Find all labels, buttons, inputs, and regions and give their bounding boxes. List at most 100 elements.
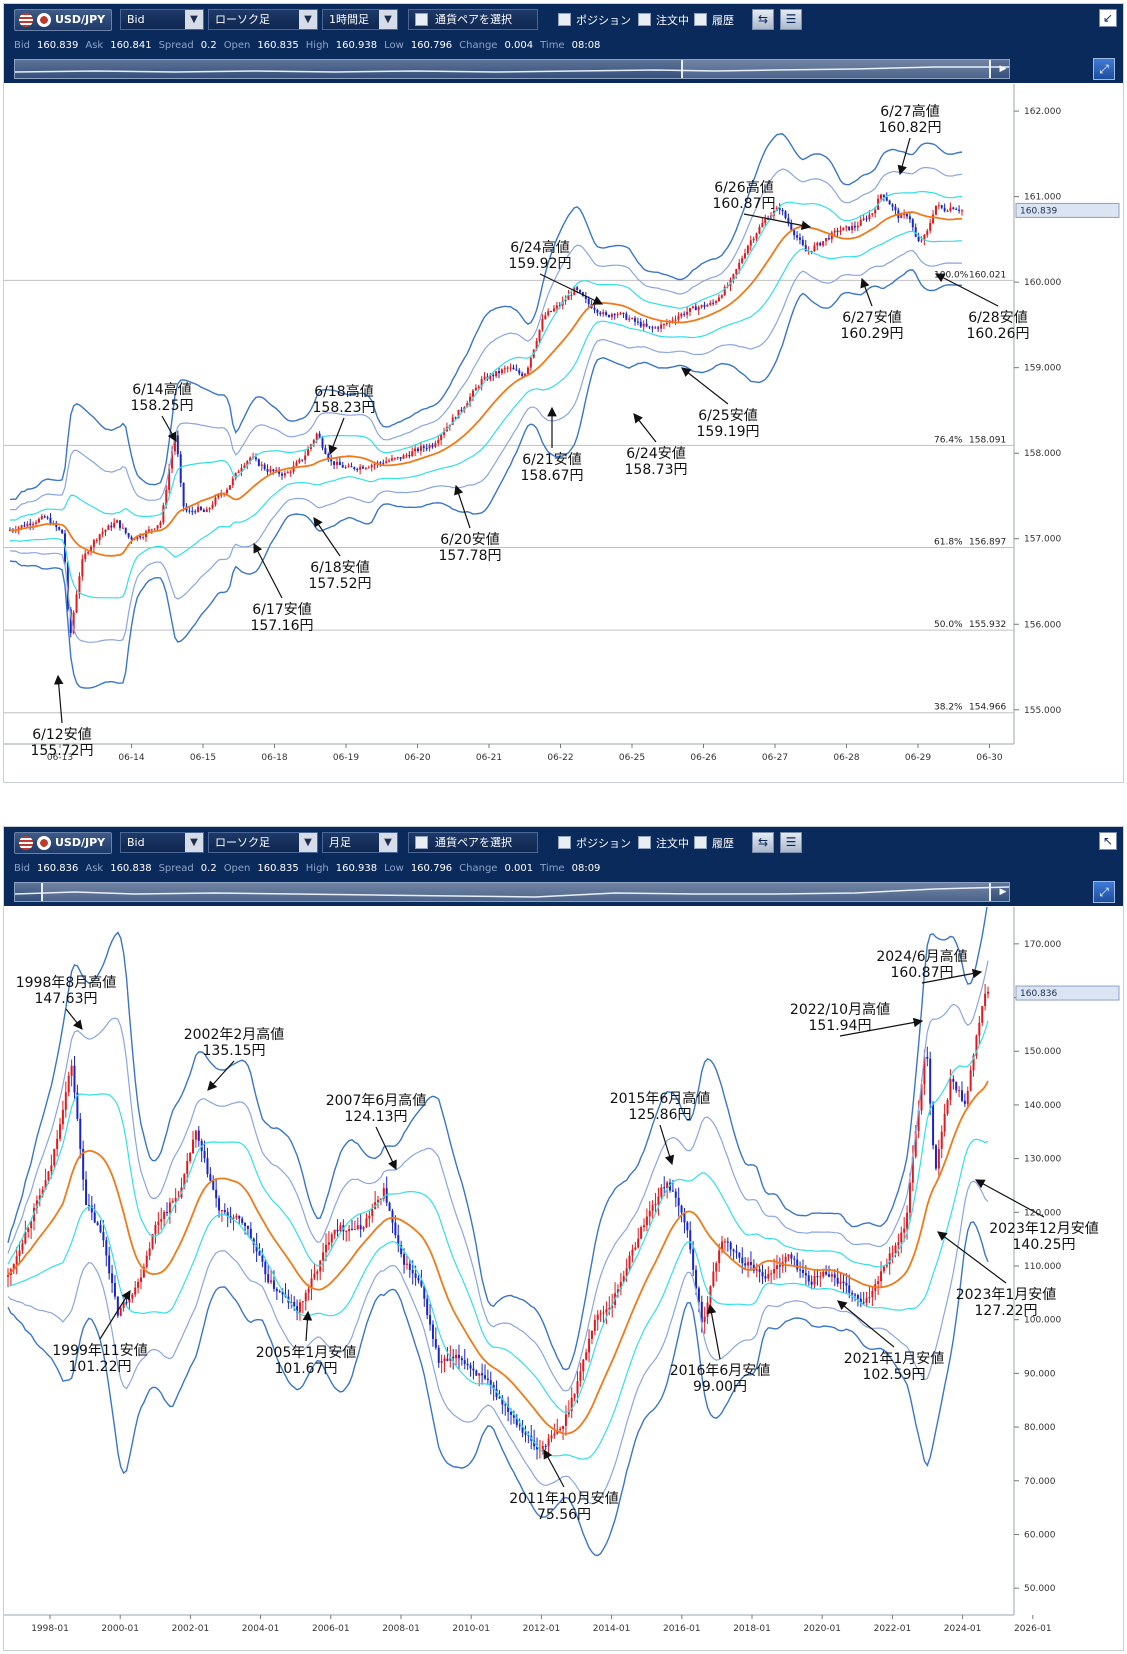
bull-candle [385, 461, 388, 464]
bull-candle [721, 1241, 724, 1251]
bear-candle [584, 296, 587, 300]
history-checkbox[interactable] [694, 13, 707, 26]
position-checkbox[interactable] [558, 13, 571, 26]
bear-candle [695, 1269, 698, 1289]
bear-candle [848, 226, 851, 231]
bear-candle [252, 1238, 255, 1245]
monthly-candlestick-chart[interactable]: 170.000160.000150.000140.000130.000120.0… [4, 907, 1123, 1650]
chart-settings-button[interactable]: ☰ [780, 832, 802, 853]
navigator-track[interactable]: ▶ [14, 59, 1010, 79]
chart-type-select[interactable]: ローソク足 ▼ [208, 9, 318, 30]
zoom-toggle-button[interactable]: ⤢ [1093, 58, 1115, 80]
chart-type-select[interactable]: ローソク足 ▼ [208, 832, 318, 853]
navigator-track[interactable]: ▶ [14, 882, 1010, 902]
bull-candle [660, 1187, 663, 1197]
bull-candle [489, 374, 492, 380]
hourly-candlestick-chart[interactable]: 162.000 161.000 160.000 159.000 158.000 157.0… [4, 84, 1123, 784]
zoom-toggle-button[interactable]: ⤢ [1093, 881, 1115, 903]
price-type-select[interactable]: Bid ▼ [120, 832, 204, 853]
annotation-value: 127.22円 [975, 1303, 1038, 1319]
price-tick-label: 70.000 [1024, 1477, 1056, 1487]
price-tick-label: 60.000 [1024, 1530, 1056, 1540]
bear-candle [926, 1056, 929, 1059]
pair-picker-button[interactable]: 通貨ペアを選択 [408, 832, 538, 853]
bull-candle [70, 1065, 73, 1076]
timeframe-select[interactable]: 1時間足 ▼ [322, 9, 398, 30]
bull-candle [133, 539, 136, 541]
chart-swap-button[interactable]: ⇆ [752, 832, 774, 853]
bull-candle [283, 473, 286, 476]
collapse-icon[interactable]: ↙ [1099, 9, 1117, 27]
price-tick-label: 140.000 [1024, 1101, 1061, 1111]
annotation-label: 2002年2月高値 [184, 1026, 285, 1043]
bull-candle [313, 1273, 316, 1279]
history-checkbox[interactable] [694, 836, 707, 849]
currency-pair-button[interactable]: USD/JPY [14, 8, 113, 31]
position-checkbox[interactable] [558, 836, 571, 849]
bull-candle [24, 1231, 27, 1244]
pair-picker-button[interactable]: 通貨ペアを選択 [408, 9, 538, 30]
timeframe-select[interactable]: 月足 ▼ [322, 832, 398, 853]
bear-candle [113, 1283, 116, 1297]
bear-candle [203, 1151, 206, 1159]
orders-checkbox[interactable] [638, 13, 651, 26]
bull-candle [217, 494, 220, 498]
annotation-value: 124.13円 [345, 1109, 408, 1125]
annotation-arrow [839, 1017, 924, 1037]
bull-candle [348, 1228, 351, 1232]
bid-label: Bid [14, 862, 30, 874]
bollinger-band-lower-1sd [9, 230, 962, 599]
time-tick-label: 2014-01 [593, 1624, 631, 1634]
scroll-right-icon[interactable]: ▶ [999, 887, 1007, 897]
pair-picker-checkbox[interactable] [415, 836, 428, 849]
annotation-label: 6/18安値 [310, 560, 369, 576]
navigator-range-handle[interactable] [41, 883, 991, 901]
bull-candle [154, 1224, 157, 1235]
bull-candle [914, 1130, 917, 1157]
bollinger-band-upper-1sd [7, 1020, 989, 1413]
bollinger-band-upper-2sd [9, 166, 963, 511]
bollinger-band-lower-2sd [7, 1180, 989, 1505]
annotation-value: 102.59円 [863, 1367, 926, 1383]
fib-level-value: 154.966 [969, 703, 1006, 713]
bear-candle [848, 1285, 851, 1293]
bull-candle [134, 1287, 137, 1295]
bull-candle [471, 390, 474, 397]
bull-candle [631, 318, 634, 320]
bear-candle [512, 1414, 515, 1418]
bull-candle [697, 307, 700, 311]
bollinger-band-upper-2sd [7, 960, 989, 1392]
bear-candle [960, 1090, 963, 1101]
bull-candle [819, 1276, 822, 1278]
bear-candle [607, 314, 610, 317]
bull-candle [562, 1425, 565, 1429]
currency-pair-button[interactable]: USD/JPY [14, 831, 113, 854]
bull-candle [949, 1078, 952, 1100]
bull-candle [784, 1256, 787, 1263]
bear-candle [102, 1231, 105, 1241]
chart-settings-button[interactable]: ☰ [780, 9, 802, 30]
navigator-range-handle[interactable] [681, 60, 991, 78]
bear-candle [587, 299, 590, 304]
price-type-select[interactable]: Bid ▼ [120, 9, 204, 30]
bull-candle [715, 301, 718, 303]
pair-picker-checkbox[interactable] [415, 13, 428, 26]
bear-candle [454, 417, 457, 419]
bull-candle [723, 286, 726, 296]
bull-candle [874, 209, 877, 214]
bull-candle [822, 241, 825, 246]
bull-candle [813, 245, 816, 252]
bull-candle [923, 1056, 926, 1085]
bear-candle [703, 304, 706, 307]
annotation-arrow [837, 1300, 895, 1348]
collapse-icon[interactable]: ↖ [1099, 832, 1117, 850]
scroll-right-icon[interactable]: ▶ [999, 64, 1007, 74]
bull-candle [741, 258, 744, 263]
time-tick-label: 2020-01 [803, 1624, 841, 1634]
orders-checkbox[interactable] [638, 836, 651, 849]
bull-candle [610, 314, 613, 317]
bear-candle [249, 1228, 252, 1239]
bear-candle [599, 312, 602, 315]
bear-candle [330, 459, 333, 462]
chart-swap-button[interactable]: ⇆ [752, 9, 774, 30]
